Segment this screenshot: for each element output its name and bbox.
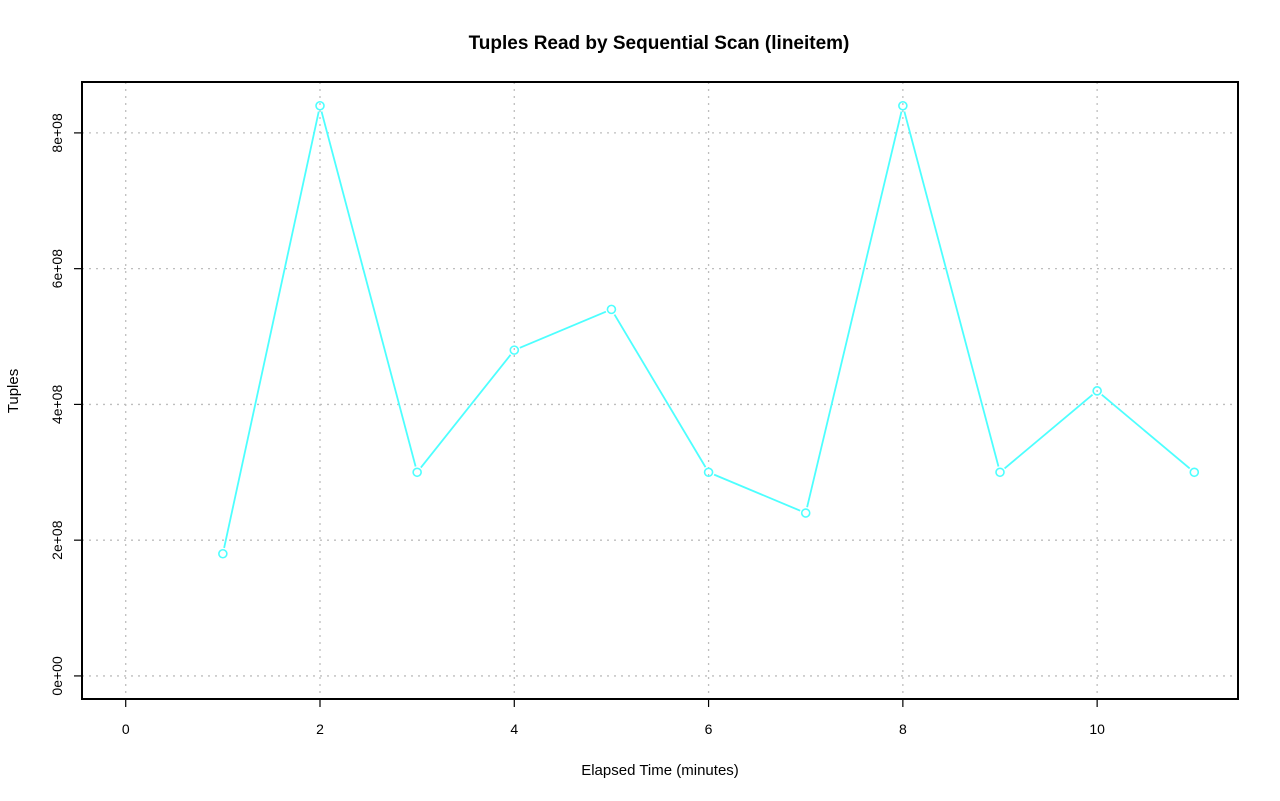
x-tick-label: 10 [1089,721,1105,737]
x-axis: 0 2 4 6 8 10 [122,699,1105,737]
data-point [800,508,811,518]
x-tick-label: 8 [899,721,907,737]
data-point [412,467,422,478]
data-point [995,467,1005,478]
y-tick-label: 4e+08 [49,385,65,425]
chart-title: Tuples Read by Sequential Scan (lineitem… [469,33,850,54]
series-line-segment [519,310,607,349]
plot-frame [81,81,1239,700]
series-line-segment [1004,394,1094,470]
data-point [218,548,228,559]
data-series [218,100,1200,559]
series-line-segment [806,111,903,508]
series-line-segment [223,111,320,549]
y-tick-label: 2e+08 [49,520,65,560]
series-line-segment [903,111,1000,467]
data-point [898,100,908,111]
y-axis: 0e+00 2e+08 4e+08 6e+08 8e+08 [49,113,82,696]
data-point [315,100,325,111]
x-tick-label: 2 [316,721,324,737]
x-tick-label: 6 [705,721,713,737]
data-point [509,345,520,355]
data-point [1092,386,1102,396]
series-line-segment [613,314,707,468]
y-tick-label: 8e+08 [49,113,65,153]
y-tick-label: 6e+08 [49,249,65,289]
series-line-segment [713,473,801,512]
series-line-segment [420,354,512,469]
y-axis-label: Tuples [5,369,22,413]
series-line-segment [320,111,417,467]
data-point [1189,467,1200,478]
data-point [606,304,617,315]
series-line-segment [1101,394,1191,470]
grid-lines [82,82,1238,699]
x-tick-label: 0 [122,721,130,737]
x-axis-label: Elapsed Time (minutes) [581,762,739,779]
data-point [703,467,714,478]
x-tick-label: 4 [510,721,518,737]
y-tick-label: 0e+00 [49,656,65,696]
